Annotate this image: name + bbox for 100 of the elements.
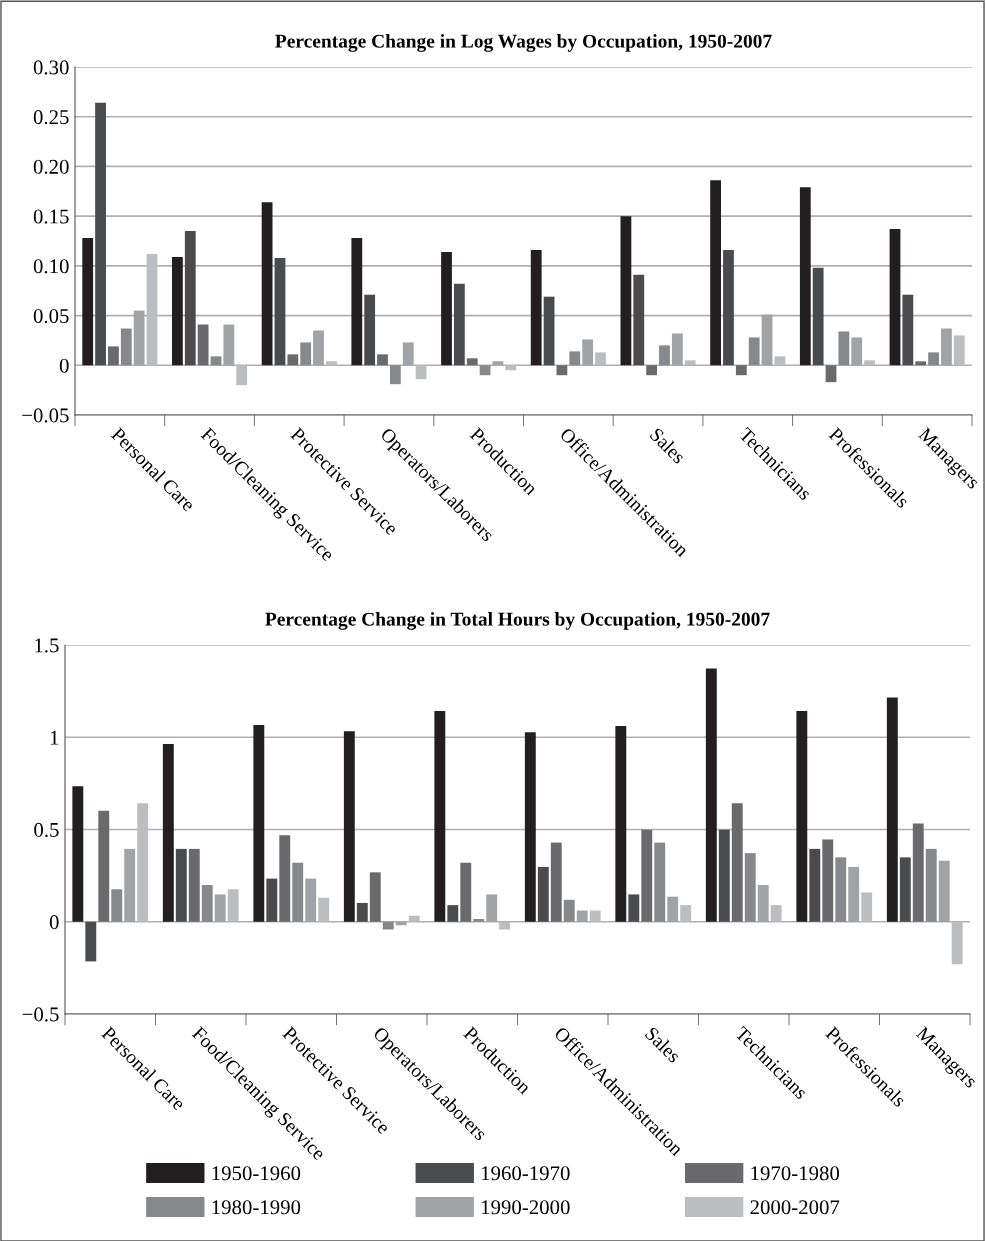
bar: [479, 365, 491, 376]
bar: [214, 894, 226, 922]
y-tick-label: 0.25: [33, 110, 69, 125]
bar: [325, 361, 337, 366]
bar: [197, 324, 209, 366]
y-tick-label: 0.20: [33, 159, 69, 174]
bar: [925, 848, 937, 922]
bar: [864, 360, 875, 366]
bar: [671, 333, 683, 366]
legend-label: 2000-2007: [750, 1200, 840, 1215]
bar: [415, 365, 427, 380]
bar: [543, 296, 555, 366]
bar: [718, 829, 730, 922]
bar: [530, 249, 542, 366]
bar: [499, 921, 511, 930]
bar: [886, 697, 898, 922]
bar: [266, 878, 278, 922]
bar: [124, 848, 136, 922]
y-tick-label: 0.05: [33, 308, 69, 324]
bar: [279, 835, 291, 922]
bar: [492, 361, 504, 366]
bar: [120, 328, 132, 366]
bar: [146, 253, 158, 366]
bar: [550, 842, 562, 922]
y-tick-label: 0: [59, 358, 69, 373]
legend-label: 1960-1970: [481, 1166, 570, 1181]
bar: [111, 889, 123, 922]
bar: [735, 365, 747, 376]
bar: [659, 345, 670, 366]
bar: [318, 897, 330, 922]
bar: [705, 668, 717, 922]
bar: [835, 857, 847, 922]
y-tick-label: 1: [50, 730, 59, 745]
bar: [633, 274, 645, 366]
bar: [172, 256, 183, 366]
bar: [343, 731, 355, 922]
y-tick-label: 0.5: [34, 822, 59, 838]
legend-label: 1980-1990: [212, 1200, 301, 1215]
bar: [227, 889, 239, 922]
bar: [861, 892, 873, 922]
bar: [486, 894, 498, 922]
bar: [915, 361, 927, 366]
bar: [356, 902, 368, 922]
legend-label: 1970-1980: [751, 1166, 840, 1181]
bar: [434, 711, 446, 922]
bar: [313, 330, 324, 366]
bar: [595, 352, 606, 366]
bar: [447, 905, 459, 922]
bar: [556, 365, 568, 376]
bar: [223, 324, 235, 366]
legend-label: 1950-1960: [212, 1166, 301, 1181]
bar: [210, 356, 222, 366]
bar: [641, 829, 653, 922]
bar: [684, 360, 696, 366]
bar: [825, 365, 837, 383]
bar: [85, 921, 97, 962]
bar: [524, 732, 536, 922]
bar: [253, 724, 265, 922]
bar: [188, 848, 200, 922]
bar: [723, 249, 734, 366]
bar: [589, 910, 601, 922]
bar: [646, 365, 658, 376]
bar: [408, 915, 420, 922]
bar: [175, 848, 187, 922]
bar: [761, 314, 773, 366]
y-tick-label: 1.5: [35, 638, 59, 653]
bar: [848, 866, 860, 922]
bar: [774, 356, 786, 366]
y-tick-label: 0.15: [33, 209, 69, 224]
chart-title: Percentage Change in Log Wages by Occupation, 1950-2007: [275, 34, 772, 52]
bar: [941, 328, 952, 366]
bar: [95, 102, 106, 366]
bar: [667, 896, 679, 922]
y-tick-label: 0.10: [33, 259, 69, 274]
bar: [615, 726, 627, 922]
bar: [620, 216, 632, 366]
bar: [441, 251, 452, 366]
bar: [389, 365, 401, 385]
bar: [453, 283, 465, 366]
bar: [744, 853, 756, 922]
bar: [899, 857, 911, 922]
bar: [402, 342, 414, 366]
bar: [369, 872, 381, 922]
bar: [757, 885, 769, 922]
bar: [82, 238, 94, 366]
bar: [851, 337, 863, 366]
bar: [951, 921, 963, 965]
bar: [287, 354, 299, 366]
bar: [770, 905, 782, 922]
bar: [460, 862, 472, 922]
bar: [938, 860, 950, 922]
bar: [731, 803, 743, 922]
bar: [377, 354, 388, 366]
bar: [809, 848, 821, 922]
bar: [537, 866, 549, 922]
bar: [292, 862, 304, 922]
bar: [928, 352, 939, 366]
bar: [505, 365, 517, 371]
bar: [466, 358, 478, 366]
bar: [710, 180, 722, 366]
